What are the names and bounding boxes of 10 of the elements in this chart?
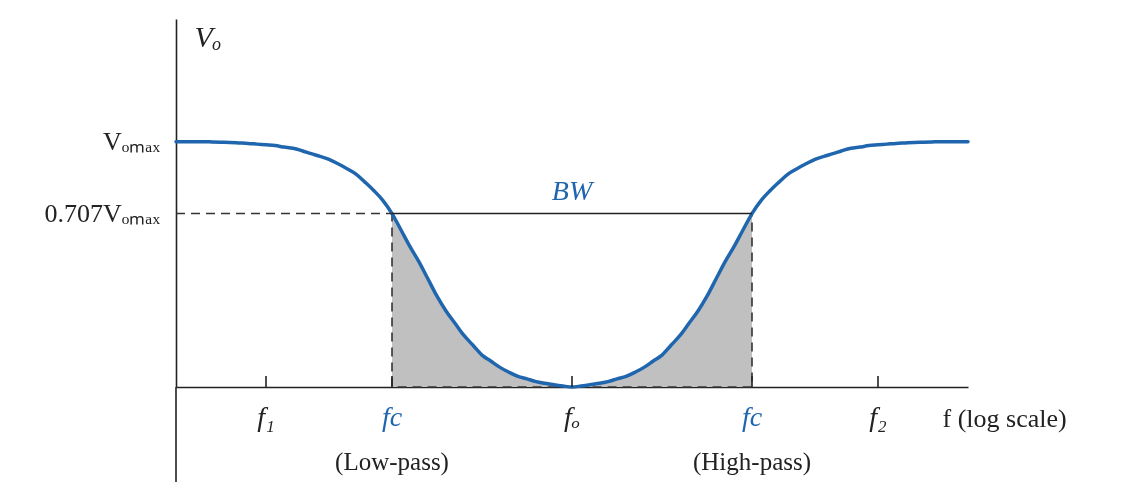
x-tick-label: f₁ — [257, 401, 275, 432]
category-label: fc (Low-pass) — [335, 401, 449, 475]
text: Vₒₘₐₓ — [103, 126, 161, 156]
x-tick-label: f₂ — [869, 401, 888, 432]
y-axis-title: Vₒ — [194, 19, 222, 53]
ref-line-label: 0.707Vₒₘₐₓ — [44, 198, 161, 228]
category-label: fc (High-pass) — [692, 401, 812, 475]
x-tick-label: fₒ — [564, 401, 580, 432]
x-axis-title: f (log scale) — [942, 403, 1067, 433]
annotation: BW — [551, 174, 595, 206]
